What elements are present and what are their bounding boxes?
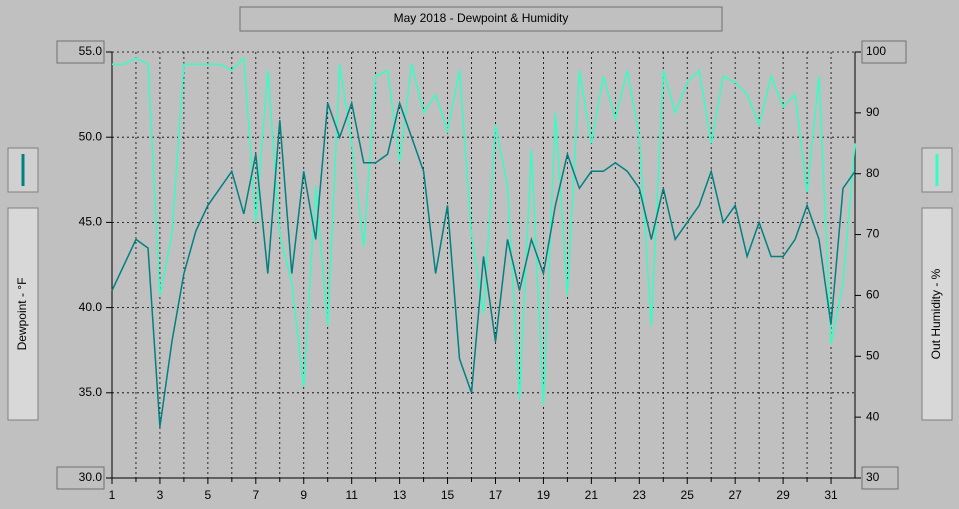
- x-tick-label: 31: [824, 488, 838, 502]
- x-tick-label: 19: [537, 488, 551, 502]
- legend-label-box: [7, 207, 39, 421]
- x-tick-label: 17: [489, 488, 503, 502]
- x-tick-label: 29: [776, 488, 790, 502]
- y2-tick-box: [861, 40, 907, 64]
- legend-label: Dewpoint - °F: [15, 278, 29, 351]
- x-tick-label: 13: [393, 488, 407, 502]
- y2-tick-label: 40: [866, 409, 880, 423]
- x-tick-label: 25: [681, 488, 695, 502]
- y-tick-label: 50.0: [79, 129, 103, 143]
- x-tick-label: 3: [157, 488, 164, 502]
- y2-tick-label: 30: [866, 470, 880, 484]
- chart-title: May 2018 - Dewpoint & Humidity: [394, 11, 569, 25]
- x-tick-label: 5: [205, 488, 212, 502]
- x-tick-label: 9: [300, 488, 307, 502]
- y2-tick-label: 60: [866, 288, 880, 302]
- legend-label: Out Humidity - %: [929, 268, 943, 359]
- y2-tick-label: 50: [866, 348, 880, 362]
- y-tick-label: 30.0: [79, 470, 103, 484]
- y2-tick-label: 80: [866, 166, 880, 180]
- y-tick-label: 40.0: [79, 300, 103, 314]
- y2-tick-label: 90: [866, 105, 880, 119]
- x-tick-label: 23: [633, 488, 647, 502]
- series-line: [111, 100, 856, 428]
- legend-label-box: [921, 207, 953, 421]
- y-tick-label: 45.0: [79, 215, 103, 229]
- series-line: [112, 56, 856, 406]
- title-box: [239, 6, 723, 32]
- y2-tick-box: [861, 466, 899, 490]
- x-tick-label: 11: [345, 488, 358, 502]
- y-tick-box: [56, 466, 105, 490]
- y-tick-box: [56, 40, 105, 64]
- x-tick-label: 15: [441, 488, 455, 502]
- y2-tick-label: 100: [866, 44, 886, 58]
- y-tick-label: 35.0: [79, 385, 103, 399]
- x-tick-label: 1: [109, 488, 116, 502]
- x-tick-label: 21: [585, 488, 599, 502]
- x-tick-label: 7: [252, 488, 259, 502]
- y2-tick-label: 70: [866, 227, 880, 241]
- x-tick-label: 27: [728, 488, 742, 502]
- y-tick-label: 55.0: [79, 44, 103, 58]
